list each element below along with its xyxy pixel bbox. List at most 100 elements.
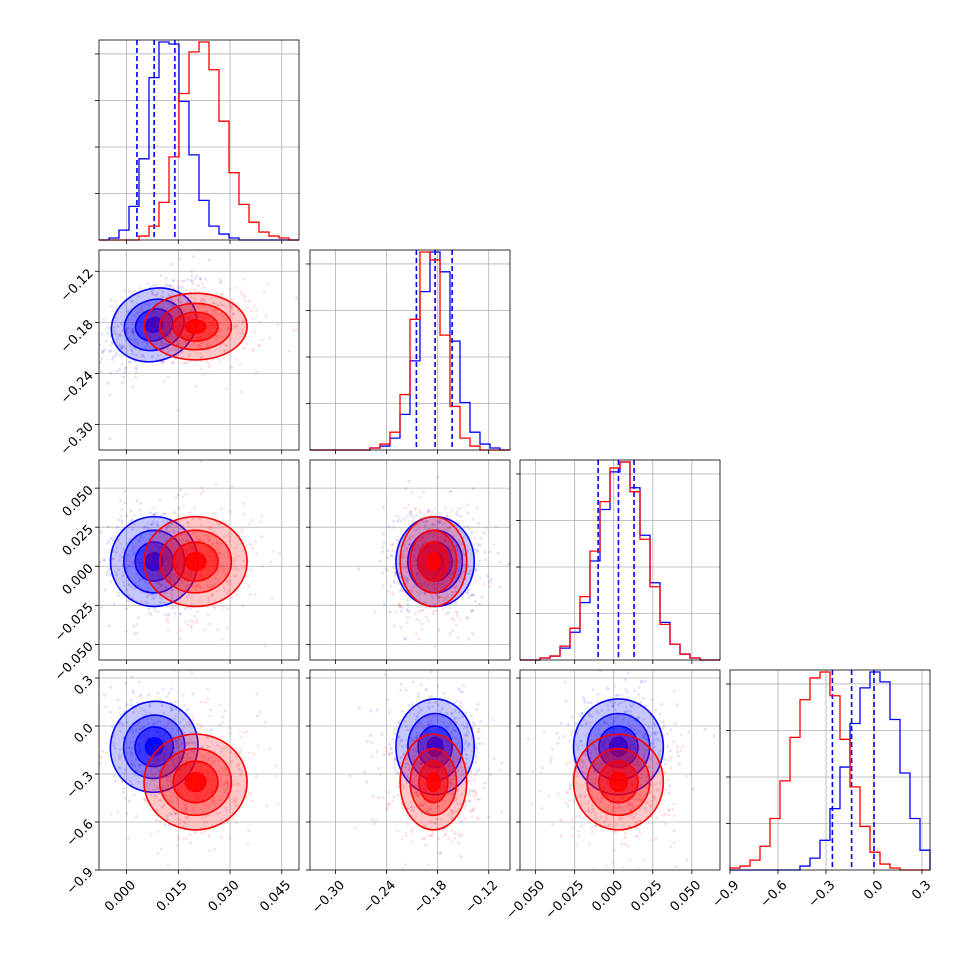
scatter-point bbox=[568, 739, 572, 743]
scatter-point bbox=[415, 760, 419, 764]
scatter-point bbox=[295, 296, 299, 299]
scatter-point bbox=[415, 590, 419, 594]
scatter-point bbox=[100, 357, 104, 360]
scatter-point bbox=[224, 806, 228, 809]
scatter-point bbox=[100, 605, 104, 609]
scatter-point bbox=[436, 596, 440, 600]
scatter-point bbox=[123, 501, 127, 504]
scatter-point bbox=[240, 565, 244, 569]
scatter-point bbox=[208, 848, 212, 852]
scatter-point bbox=[147, 345, 151, 348]
scatter-point bbox=[200, 281, 204, 285]
y-tick-labels-row-3: −0.9−0.6−0.30.00.3 bbox=[64, 673, 97, 898]
scatter-point bbox=[470, 593, 474, 597]
scatter-point bbox=[427, 532, 430, 536]
scatter-point bbox=[672, 865, 676, 869]
scatter-point bbox=[160, 786, 164, 790]
scatter-point bbox=[131, 330, 134, 333]
scatter-point bbox=[229, 510, 233, 514]
scatter-point bbox=[431, 533, 435, 537]
scatter-point bbox=[654, 708, 658, 712]
scatter-point bbox=[442, 754, 446, 758]
scatter-point bbox=[181, 730, 185, 734]
scatter-point bbox=[154, 609, 157, 612]
scatter-point bbox=[266, 282, 270, 285]
contour-line-series-1 bbox=[399, 733, 468, 831]
scatter-point bbox=[180, 757, 184, 761]
scatter-point bbox=[146, 601, 149, 605]
scatter-point bbox=[415, 573, 419, 577]
scatter-point bbox=[108, 573, 112, 576]
scatter-point bbox=[398, 516, 401, 520]
scatter-point bbox=[221, 747, 225, 751]
scatter-point bbox=[156, 524, 160, 528]
scatter-point bbox=[637, 715, 641, 719]
scatter-point bbox=[439, 818, 443, 821]
scatter-point bbox=[239, 772, 243, 776]
scatter-point bbox=[394, 743, 398, 747]
scatter-point bbox=[637, 702, 641, 706]
scatter-point bbox=[447, 540, 450, 544]
scatter-point bbox=[255, 714, 259, 718]
scatter-point bbox=[467, 527, 471, 531]
scatter-point bbox=[135, 342, 139, 345]
scatter-point bbox=[170, 523, 174, 526]
scatter-point bbox=[116, 538, 120, 542]
scatter-point bbox=[540, 766, 544, 770]
scatter-point bbox=[104, 705, 108, 708]
scatter-point bbox=[237, 763, 241, 767]
scatter-point bbox=[409, 510, 413, 514]
tick-marks bbox=[95, 487, 283, 664]
scatter-point bbox=[419, 762, 423, 765]
scatter-point bbox=[436, 736, 440, 740]
scatter-point bbox=[199, 460, 203, 463]
scatter-point bbox=[194, 811, 197, 815]
contour-line-series-1 bbox=[409, 747, 458, 817]
scatter-point bbox=[420, 761, 423, 765]
scatter-point bbox=[243, 295, 246, 299]
scatter-point bbox=[200, 486, 204, 490]
scatter-point bbox=[424, 580, 427, 584]
scatter-point bbox=[380, 550, 384, 554]
scatter-point bbox=[198, 586, 202, 590]
scatter-point bbox=[229, 305, 232, 309]
scatter-point bbox=[108, 350, 111, 353]
tick-marks bbox=[95, 677, 283, 874]
scatter-point bbox=[113, 747, 117, 750]
scatter-point bbox=[129, 751, 133, 755]
scatter-point bbox=[593, 734, 597, 738]
scatter-point bbox=[434, 609, 438, 613]
scatter-point bbox=[168, 575, 172, 579]
scatter-point bbox=[415, 572, 419, 576]
scatter-point bbox=[178, 742, 182, 746]
scatter-point bbox=[434, 751, 438, 754]
scatter-point bbox=[154, 762, 157, 766]
scatter-point bbox=[129, 762, 133, 766]
scatter-point bbox=[410, 559, 414, 563]
scatter-point bbox=[172, 348, 176, 352]
scatter-point bbox=[168, 300, 172, 304]
scatter-point bbox=[531, 770, 535, 774]
scatter-point bbox=[429, 740, 433, 744]
scatter-point bbox=[178, 756, 181, 760]
scatter-point bbox=[457, 783, 460, 787]
scatter-point bbox=[443, 596, 447, 600]
scatter-point bbox=[441, 756, 445, 760]
scatter-point bbox=[637, 692, 640, 696]
scatter-point bbox=[405, 539, 409, 543]
scatter-point bbox=[224, 306, 227, 309]
scatter-point bbox=[676, 745, 679, 749]
scatter-point bbox=[153, 744, 157, 748]
scatter-point bbox=[189, 308, 193, 312]
contour-line-series-0 bbox=[134, 726, 175, 768]
scatter-points-series-1 bbox=[109, 270, 299, 412]
scatter-point bbox=[433, 715, 436, 719]
scatter-point bbox=[464, 582, 468, 586]
scatter-point bbox=[396, 793, 400, 797]
scatter-point bbox=[210, 756, 214, 759]
scatter-point bbox=[465, 757, 469, 761]
scatter-point bbox=[196, 538, 200, 541]
scatter-point bbox=[201, 372, 205, 376]
scatter-point bbox=[118, 748, 122, 751]
scatter-point bbox=[224, 387, 228, 391]
